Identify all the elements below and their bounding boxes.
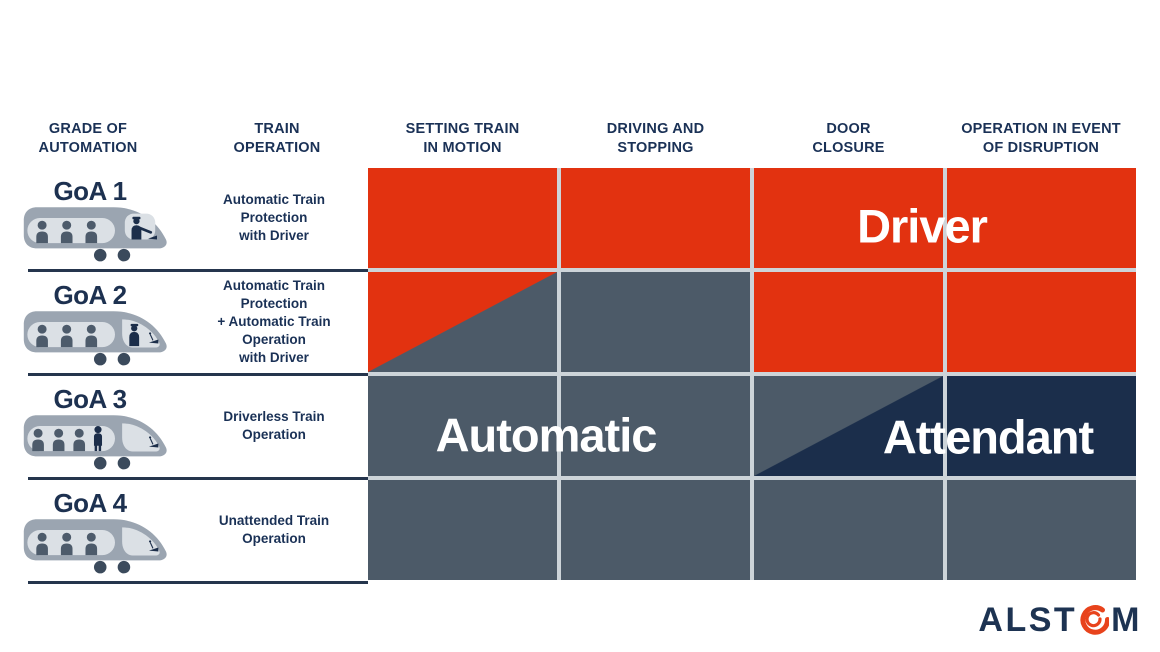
cell-goa2-driving-stopping	[561, 272, 750, 372]
train-icon-goa1-driver-driving	[23, 207, 167, 262]
row-goa4-left: GoA 4 Unattended Train Operation	[0, 480, 368, 584]
row-goa1-left: GoA 1 Automatic Train Protection with Dr…	[0, 168, 368, 272]
responsibility-matrix: Driver Automatic Attendant	[368, 168, 1136, 580]
attendant-figure-icon	[93, 426, 103, 452]
alstom-logo-text-right: M	[1111, 601, 1142, 639]
operation-goa1: Automatic Train Protection with Driver	[222, 192, 325, 243]
goa1-label: GoA 1	[53, 176, 127, 206]
train-icon-goa3-attendant-standing	[23, 415, 167, 470]
alstom-o-swirl-icon	[1080, 605, 1110, 635]
row-divider-line	[28, 477, 368, 480]
header-operation-in-event-of-disruption: OPERATION IN EVENT OF DISRUPTION	[961, 121, 1121, 156]
cell-goa4-door-closure	[754, 480, 943, 580]
row-divider-line	[28, 269, 368, 272]
row-goa3-left: GoA 3 Driverless Train Operation	[0, 376, 368, 480]
row-divider-line	[28, 581, 368, 584]
cell-goa1-setting-motion	[368, 168, 557, 268]
alstom-logo-text-left: ALST	[978, 601, 1078, 639]
cell-goa2-disruption	[947, 272, 1136, 372]
cell-goa4-disruption	[947, 480, 1136, 580]
driver-figure-icon	[129, 323, 140, 347]
cell-goa4-driving-stopping	[561, 480, 750, 580]
cell-goa2-setting-motion	[368, 272, 557, 372]
cell-goa1-door-closure	[754, 168, 943, 268]
goa2-label: GoA 2	[53, 280, 127, 310]
driver-figure-icon	[131, 216, 158, 240]
cell-goa3-door-closure	[754, 376, 943, 476]
goa3-label: GoA 3	[53, 384, 127, 414]
driver-responsibility-label: Driver	[857, 199, 988, 253]
cell-goa3-setting-motion	[368, 376, 557, 476]
cell-goa3-disruption	[947, 376, 1136, 476]
attendant-responsibility-label: Attendant	[882, 410, 1094, 464]
cell-goa3-driving-stopping	[561, 376, 750, 476]
train-icon-goa4-unattended	[23, 519, 167, 574]
operation-goa2: Automatic Train Protection + Automatic T…	[217, 278, 331, 365]
cell-goa1-driving-stopping	[561, 168, 750, 268]
alstom-logo: ALST M	[978, 601, 1142, 640]
header-door-closure: DOOR CLOSURE	[812, 121, 885, 156]
cell-goa2-door-closure	[754, 272, 943, 372]
cell-goa4-setting-motion	[368, 480, 557, 580]
row-divider-line	[28, 373, 368, 376]
header-driving-and-stopping: DRIVING AND STOPPING	[606, 121, 705, 156]
operation-goa4: Unattended Train Operation	[218, 513, 330, 546]
header-setting-train-in-motion: SETTING TRAIN IN MOTION	[405, 121, 520, 156]
train-icon-goa2-driver-supervising	[23, 311, 167, 366]
operation-goa3: Driverless Train Operation	[223, 409, 325, 442]
automatic-responsibility-label: Automatic	[435, 408, 658, 462]
header-grade-of-automation: GRADE OF AUTOMATION	[38, 121, 138, 156]
cell-goa1-disruption	[947, 168, 1136, 268]
row-goa2-left: GoA 2 Automatic Train Protection + Autom…	[0, 272, 368, 376]
goa4-label: GoA 4	[53, 488, 127, 518]
header-train-operation: TRAIN OPERATION	[233, 121, 321, 156]
